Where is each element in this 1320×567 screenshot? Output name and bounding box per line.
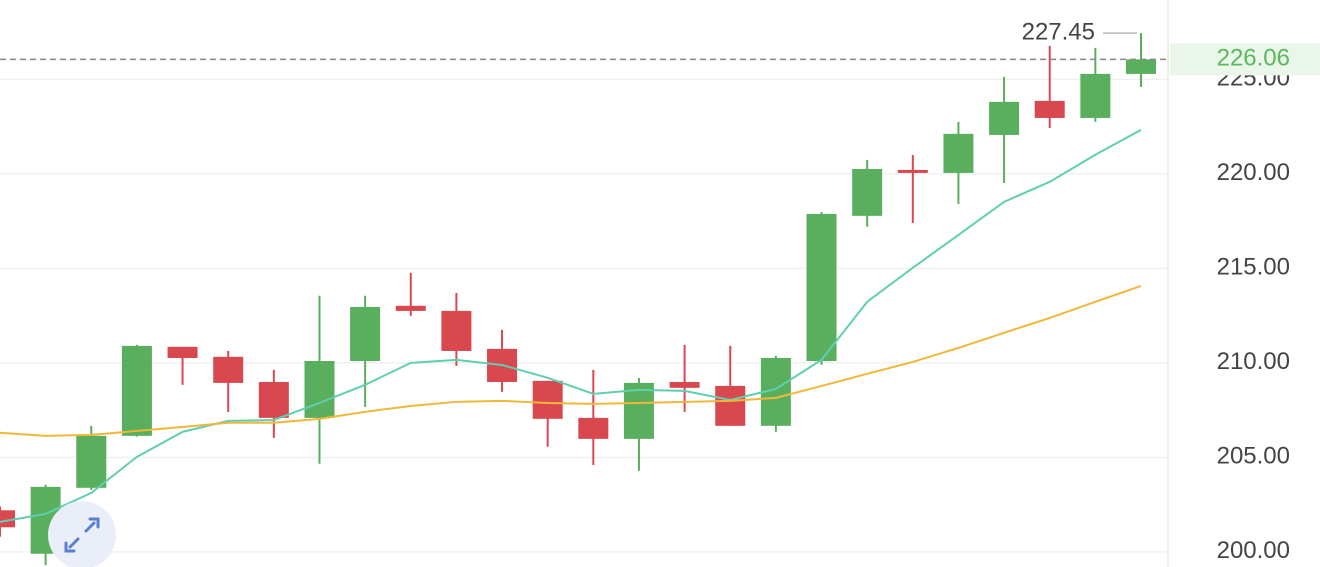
candle-body bbox=[121, 345, 152, 436]
candle-body bbox=[258, 381, 289, 418]
candle-body bbox=[395, 305, 426, 311]
candle-body bbox=[852, 168, 883, 216]
expand-icon[interactable] bbox=[64, 517, 100, 553]
y-tick-label: 220.00 bbox=[1217, 159, 1290, 186]
last-price-label: 226.06 bbox=[1217, 45, 1290, 72]
last-price-bg bbox=[1170, 43, 1320, 76]
candle-body bbox=[669, 381, 700, 388]
candle-body bbox=[623, 382, 654, 439]
max-marker-label: 227.45 bbox=[1022, 18, 1095, 45]
candle-body bbox=[0, 510, 15, 528]
candle-body bbox=[1080, 73, 1111, 118]
candle-body bbox=[1126, 59, 1156, 74]
candle-body bbox=[304, 360, 335, 418]
moving-average-line bbox=[0, 128, 1142, 523]
expand-button[interactable] bbox=[48, 501, 116, 567]
candle-body bbox=[943, 133, 974, 173]
candle-body bbox=[989, 101, 1020, 135]
candle-body bbox=[806, 213, 837, 361]
candle-body bbox=[441, 310, 472, 351]
y-tick-label: 210.00 bbox=[1217, 348, 1290, 375]
candle-body bbox=[532, 380, 563, 419]
y-tick-label: 200.00 bbox=[1217, 537, 1290, 564]
plot: 227.45 bbox=[0, 18, 1168, 566]
y-tick-label: 205.00 bbox=[1217, 443, 1290, 470]
candle-body bbox=[167, 346, 198, 358]
candle-body bbox=[350, 306, 381, 361]
candle-body bbox=[578, 417, 609, 439]
candle-body bbox=[715, 385, 746, 426]
y-tick-label: 215.00 bbox=[1217, 254, 1290, 281]
candle-body bbox=[897, 169, 928, 173]
candle-body bbox=[213, 356, 244, 383]
candle-body bbox=[76, 435, 107, 488]
candle-body bbox=[1034, 100, 1065, 118]
moving-average-line bbox=[0, 285, 1142, 437]
expand-button-bg[interactable] bbox=[48, 501, 116, 567]
